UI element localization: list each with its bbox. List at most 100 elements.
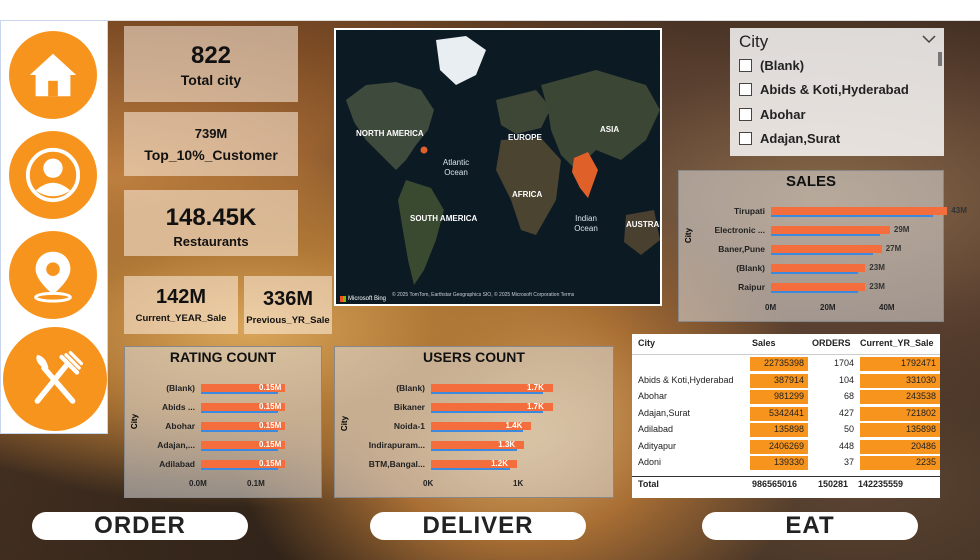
nav-location-button[interactable] (9, 231, 97, 319)
map-label-asia: ASIA (600, 125, 620, 134)
checkbox[interactable] (739, 108, 752, 121)
header-current-yr-sale[interactable]: Current_YR_Sale (860, 338, 934, 348)
slicer-option[interactable]: Abohar (739, 107, 806, 122)
bar[interactable] (431, 384, 553, 392)
deliver-button[interactable]: DELIVER (370, 512, 586, 540)
category-label: Electronic ... (714, 225, 765, 235)
bar-secondary[interactable] (431, 428, 524, 432)
microsoft-icon (340, 296, 346, 302)
bar[interactable] (771, 283, 866, 291)
category-label: Adajan,... (157, 440, 195, 450)
table-row[interactable]: Abids & Koti,Hyderabad 387914 104 331030 (632, 373, 940, 389)
bar[interactable] (431, 460, 518, 468)
header-sales[interactable]: Sales (752, 338, 776, 348)
bar[interactable] (201, 441, 285, 449)
side-nav (0, 20, 108, 434)
rating-count-chart[interactable]: RATING COUNT City (Blank) 0.15M Abids ... 0… (124, 346, 322, 498)
table-row[interactable]: Adajan,Surat 5342441 427 721802 (632, 406, 940, 422)
table-row[interactable]: Abohar 981299 68 243538 (632, 389, 940, 405)
bar[interactable] (201, 460, 285, 468)
cell-orders: 68 (843, 391, 854, 401)
bar[interactable] (201, 384, 285, 392)
cell-sales: 5342441 (750, 406, 808, 421)
checkbox[interactable] (739, 132, 752, 145)
utensils-icon (34, 350, 84, 404)
chevron-down-icon[interactable] (922, 34, 936, 44)
users-count-chart[interactable]: USERS COUNT City (Blank) 1.7K Bikaner 1.7K N… (334, 346, 614, 498)
checkbox[interactable] (739, 83, 752, 96)
bar-secondary[interactable] (771, 270, 858, 274)
cell-current-yr-sale: 1792471 (860, 357, 940, 371)
bar-secondary[interactable] (431, 466, 511, 470)
bar-secondary[interactable] (201, 466, 279, 470)
order-button[interactable]: ORDER (32, 512, 248, 540)
data-label: 1.7K (527, 402, 544, 411)
nav-home-button[interactable] (9, 31, 97, 119)
map-label-europe: EUROPE (508, 133, 542, 142)
cell-current-yr-sale: 20486 (860, 439, 940, 454)
eat-button[interactable]: EAT (702, 512, 918, 540)
bar-secondary[interactable] (201, 390, 279, 394)
slicer-option[interactable]: (Blank) (739, 58, 804, 73)
category-label: Bikaner (393, 402, 425, 412)
bar-secondary[interactable] (431, 409, 544, 413)
total-orders: 150281 (818, 479, 849, 489)
bar-secondary[interactable] (771, 289, 858, 293)
bar-secondary[interactable] (771, 251, 873, 255)
table-row[interactable]: Adilabad 135898 50 135898 (632, 422, 940, 438)
bar-secondary[interactable] (201, 428, 279, 432)
table-row[interactable]: Adoni 139330 37 2235 (632, 455, 940, 471)
bar-secondary[interactable] (771, 232, 881, 236)
data-label: 1.7K (527, 383, 544, 392)
category-label: Abids ... (161, 402, 195, 412)
map-label-atlantic: Atlantic Ocean (442, 158, 470, 177)
bar[interactable] (771, 264, 866, 272)
bar[interactable] (771, 226, 890, 234)
header-city[interactable]: City (638, 338, 656, 348)
kpi-label: Previous_YR_Sale (246, 315, 330, 326)
bar[interactable] (201, 422, 285, 430)
bar-secondary[interactable] (431, 447, 517, 451)
slicer-option-label: Abids & Koti,Hyderabad (760, 82, 909, 97)
data-label: 43M (951, 206, 967, 215)
sales-chart[interactable]: SALES City Tirupati 43M Electronic ... 29M B… (678, 170, 967, 322)
bar[interactable] (771, 207, 948, 215)
table-row[interactable]: 22735398 1704 1792471 (632, 356, 940, 372)
map-label-south-america: SOUTH AMERICA (410, 214, 478, 223)
bar-secondary[interactable] (771, 213, 934, 217)
axis-tick-label: 0.0M (189, 479, 207, 488)
bar[interactable] (771, 245, 882, 253)
map-label-africa: AFRICA (512, 190, 543, 199)
bar-secondary[interactable] (201, 409, 279, 413)
cell-sales: 981299 (750, 390, 808, 404)
slicer-option[interactable]: Abids & Koti,Hyderabad (739, 82, 909, 97)
category-label: Indirapuram... (368, 440, 425, 450)
checkbox[interactable] (739, 59, 752, 72)
nav-food-button[interactable] (3, 327, 107, 431)
cell-sales: 387914 (750, 373, 808, 388)
sales-table[interactable]: City Sales ORDERS Current_YR_Sale 227353… (632, 334, 940, 498)
bar-secondary[interactable] (201, 447, 279, 451)
bar[interactable] (431, 403, 553, 411)
kpi-label: Current_YEAR_Sale (135, 313, 227, 324)
slicer-scrollbar[interactable] (938, 52, 942, 66)
cell-orders: 448 (838, 440, 854, 451)
bar[interactable] (431, 422, 532, 430)
nav-user-button[interactable] (9, 131, 97, 219)
bar[interactable] (201, 403, 285, 411)
category-label: Tirupati (733, 206, 765, 216)
table-row[interactable]: Adityapur 2406269 448 20486 (632, 439, 940, 455)
city-slicer[interactable]: City (Blank) Abids & Koti,Hyderabad Aboh… (730, 28, 944, 156)
slicer-option-label: Abohar (760, 107, 806, 122)
category-label: Raipur (738, 282, 765, 292)
map-land (346, 36, 660, 285)
category-label: Abohar (165, 421, 195, 431)
header-orders[interactable]: ORDERS (812, 338, 851, 348)
slicer-option[interactable]: Adajan,Surat (739, 131, 840, 146)
top-bar (0, 0, 980, 21)
bar[interactable] (431, 441, 525, 449)
kpi-value: 142M (155, 286, 207, 308)
bar-secondary[interactable] (431, 390, 544, 394)
chart-title: RATING COUNT (169, 349, 277, 365)
world-map[interactable]: NORTH AMERICA EUROPE ASIA AFRICA SOUTH A… (334, 28, 662, 306)
